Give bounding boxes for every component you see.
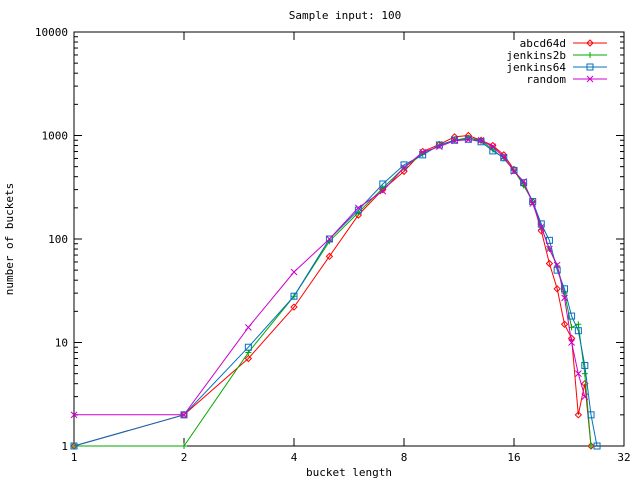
data-point-random [400, 164, 408, 171]
data-point-random [546, 245, 553, 253]
data-point-jenkins64 [500, 154, 508, 162]
data-point-random [581, 393, 589, 400]
x-tick-label: 4 [291, 451, 298, 464]
data-point-jenkins64 [464, 135, 472, 143]
data-point-jenkins64 [561, 285, 569, 293]
data-point-abcd64d [325, 252, 334, 261]
chart-title: Sample input: 100 [289, 9, 402, 22]
series-line-abcd64d [73, 134, 592, 447]
data-point-random [537, 223, 545, 231]
data-point-jenkins64 [325, 235, 333, 243]
series-line-jenkins64 [73, 138, 598, 447]
data-point-abcd64d [574, 411, 583, 419]
data-point-random [574, 370, 582, 378]
data-point-abcd64d [553, 285, 561, 293]
series-line-jenkins2b [74, 137, 592, 447]
data-point-random [451, 137, 458, 145]
series-abcd64d [70, 131, 595, 450]
x-tick-label: 1 [71, 451, 78, 464]
data-point-random [354, 204, 362, 212]
data-point-random [244, 324, 252, 331]
series-layer [70, 131, 601, 450]
data-point-jenkins2b [588, 443, 595, 449]
x-axis: 1 2 4 8 16 32 [71, 32, 631, 464]
x-tick-label: 32 [617, 451, 630, 464]
legend-marker-abcd64d [586, 39, 594, 47]
series-line-random [74, 139, 586, 416]
data-point-jenkins2b [575, 321, 582, 328]
x-tick-label: 2 [181, 451, 188, 464]
y-tick-label: 100 [48, 233, 68, 246]
legend-marker-jenkins64 [586, 63, 594, 71]
legend-label-jenkins64: jenkins64 [506, 61, 566, 74]
data-point-jenkins64 [568, 312, 576, 320]
data-point-jenkins64 [244, 343, 252, 351]
legend-label-abcd64d: abcd64d [520, 37, 566, 50]
data-point-random [510, 168, 518, 175]
data-point-random [561, 294, 568, 302]
data-point-random [464, 136, 472, 144]
legend-label-random: random [526, 73, 566, 86]
data-point-jenkins64 [587, 411, 595, 419]
y-tick-label: 1000 [42, 130, 69, 143]
data-point-jenkins64 [581, 361, 589, 369]
data-point-abcd64d [290, 303, 298, 311]
data-point-random [489, 143, 497, 151]
legend-marker-random [586, 75, 594, 83]
data-point-jenkins2b [561, 290, 568, 297]
x-axis-label: bucket length [306, 466, 392, 479]
data-point-jenkins64 [593, 442, 601, 450]
data-point-jenkins64 [70, 442, 78, 450]
data-point-random [379, 187, 387, 195]
data-point-jenkins64 [290, 292, 298, 300]
data-point-random [70, 411, 78, 419]
data-point-abcd64d [244, 354, 253, 363]
data-point-random [568, 339, 575, 346]
data-point-abcd64d [545, 259, 554, 268]
data-point-random [529, 200, 537, 207]
x-tick-label: 8 [401, 451, 408, 464]
data-point-jenkins2b [581, 370, 588, 377]
plot-frame [73, 31, 625, 447]
data-point-jenkins64 [510, 166, 518, 174]
data-point-random [290, 268, 298, 276]
series-random [70, 136, 589, 419]
legend-marker-jenkins2b [587, 52, 593, 58]
data-point-random [553, 261, 561, 269]
data-point-random [436, 143, 443, 151]
data-point-random [500, 153, 508, 161]
data-point-jenkins64 [379, 180, 387, 188]
data-point-jenkins2b [181, 443, 187, 449]
y-tick-label: 10 [55, 337, 68, 350]
y-tick-label: 1 [61, 440, 68, 453]
data-point-random [419, 148, 427, 156]
x-tick-label: 16 [507, 451, 520, 464]
data-point-jenkins64 [520, 179, 528, 187]
data-point-jenkins64 [574, 327, 582, 335]
y-axis: 1 10 100 1000 10000 [35, 26, 624, 453]
legend-label-jenkins2b: jenkins2b [506, 49, 566, 62]
data-point-jenkins64 [489, 147, 497, 155]
series-jenkins64 [70, 135, 601, 450]
data-point-random [180, 411, 188, 419]
y-tick-label: 10000 [35, 26, 68, 39]
data-point-abcd64d [560, 320, 569, 328]
data-point-random [520, 178, 527, 185]
data-point-random [326, 235, 333, 243]
data-point-random [477, 136, 485, 144]
series-jenkins2b [71, 134, 595, 449]
y-axis-label: number of buckets [3, 183, 16, 296]
